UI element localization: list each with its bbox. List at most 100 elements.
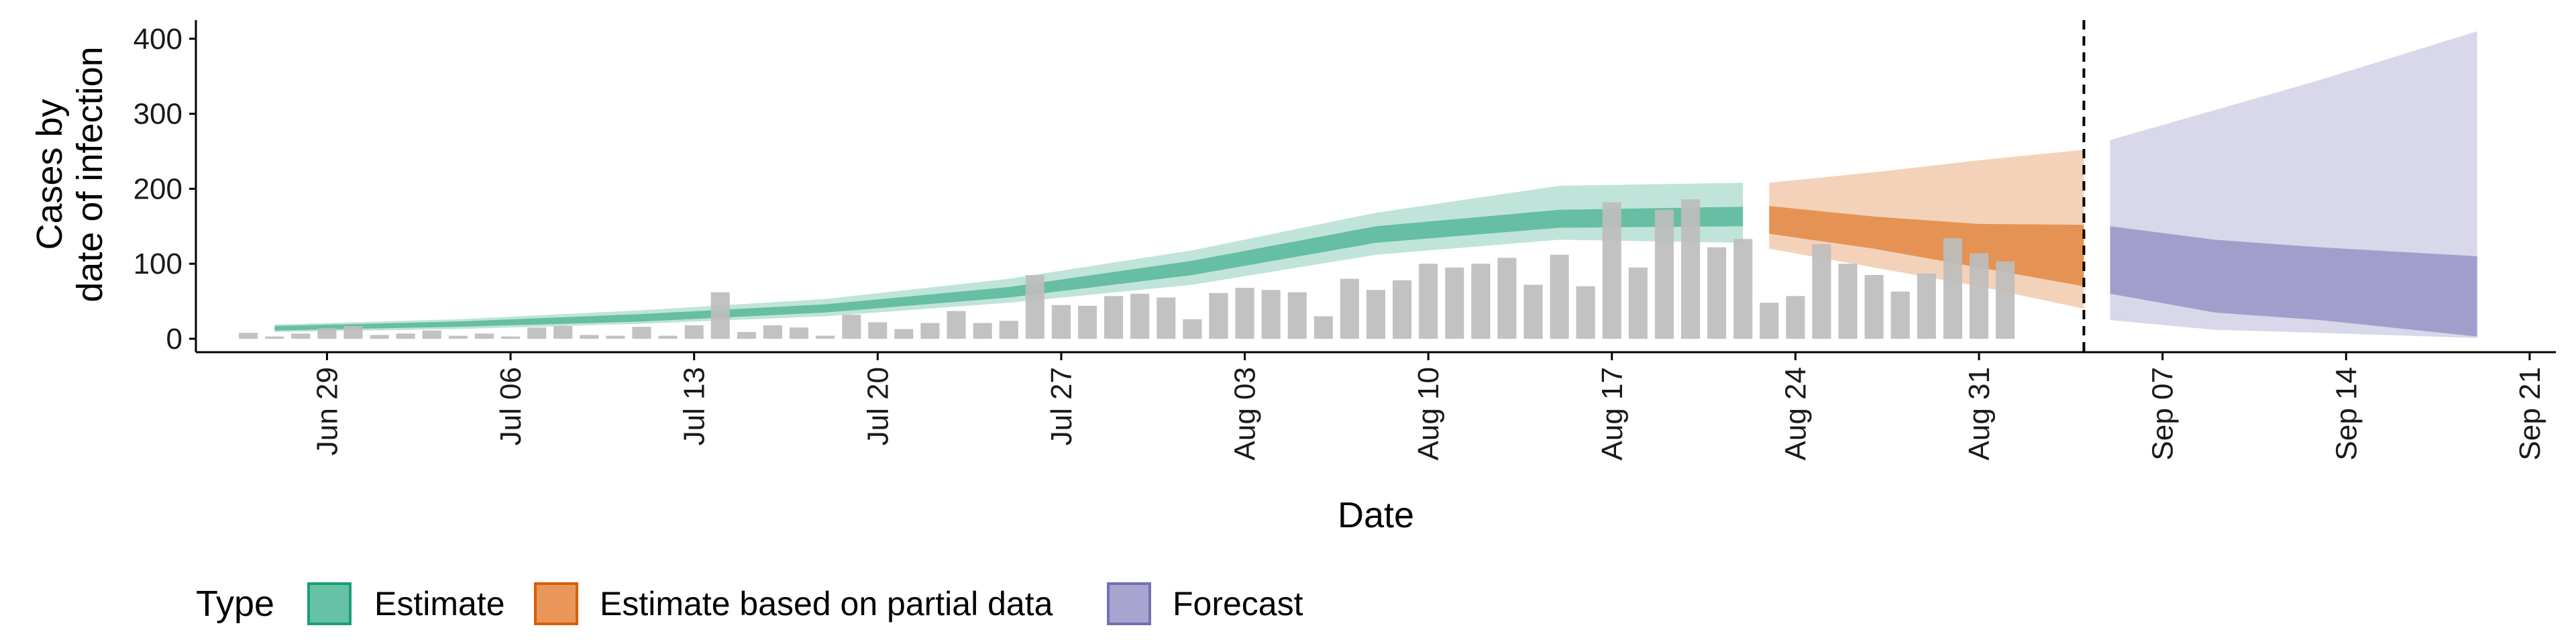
bar [317,328,337,339]
bar [1864,275,1884,339]
bar [1051,305,1071,339]
y-tick-label: 0 [166,323,182,356]
bar [1313,316,1333,339]
bar [1183,319,1202,339]
bar [1287,292,1307,339]
legend: Type Estimate Estimate based on partial … [196,582,1303,625]
bar [1078,305,1097,339]
bar [1497,258,1517,339]
bar [816,335,835,339]
band-50-0 [274,207,1743,331]
bar [973,323,992,339]
y-axis-title: Cases by date of infection [30,46,110,302]
bar [1157,297,1176,339]
bar [474,333,494,339]
bar [1760,303,1779,339]
bar [265,336,284,339]
x-tick-label: Sep 21 [2514,367,2546,460]
y-tick-label: 400 [133,23,182,56]
bar [1812,244,1831,339]
legend-title: Type [196,584,274,624]
x-tick-label: Aug 10 [1412,367,1445,460]
x-tick-label: Aug 03 [1229,367,1262,460]
bar [291,333,311,339]
bar [1419,264,1438,339]
bar [1654,209,1674,339]
bar [396,333,415,339]
y-ticks: 0 100 200 300 400 [133,23,196,356]
legend-swatch-forecast [1107,582,1151,625]
bar [790,327,809,339]
bar [553,326,573,339]
bar [894,329,914,339]
y-axis-title-line-1: Cases by [30,99,70,250]
bar [632,327,651,339]
x-tick-label: Jul 20 [861,367,894,445]
bar [1943,238,1962,339]
x-tick-label: Aug 17 [1596,367,1629,460]
y-tick-label: 100 [133,248,182,280]
x-tick-label: Jul 13 [678,367,711,445]
bar [501,336,521,339]
bar [842,315,861,339]
bar [1917,273,1936,339]
bar [1523,284,1543,339]
bar [1890,291,1910,339]
bar [920,323,940,339]
bar [1235,288,1254,339]
bar [947,311,966,339]
bar [763,325,782,339]
bar [1602,202,1621,339]
x-tick-label: Sep 14 [2330,367,2363,460]
bar [1838,264,1858,339]
bar [1786,296,1805,339]
bar [1628,267,1648,339]
bar [606,335,625,339]
bar [1471,264,1491,339]
y-tick-label: 200 [133,172,182,205]
x-tick-label: Sep 07 [2147,367,2180,460]
bar [1340,278,1359,339]
x-tick-label: Jul 06 [494,367,527,445]
bar [1025,275,1044,339]
bar [737,331,756,339]
bar [239,333,258,339]
x-tick-label: Jul 27 [1045,367,1078,445]
bar [1393,280,1412,339]
bar [422,330,441,339]
bar [1681,199,1701,339]
bar [1996,261,2015,339]
x-tick-label: Aug 31 [1963,367,1996,460]
bar [868,322,888,339]
bar [343,326,363,339]
legend-label-estimate: Estimate [374,585,505,623]
bar [1970,253,1989,339]
bar [1130,293,1150,339]
bar [1733,239,1753,339]
bar [527,327,547,339]
bar [1366,290,1385,339]
y-axis-title-line-2: date of infection [70,46,110,302]
x-tick-label: Jun 29 [311,367,343,455]
band-90-0 [274,182,1743,332]
x-axis-title: Date [1338,495,1414,535]
bar [1261,290,1281,339]
legend-swatch-partial [534,582,578,625]
band-50-2 [2110,226,2477,337]
legend-label-forecast: Forecast [1173,585,1303,623]
bar [580,335,599,339]
bar [1576,286,1595,339]
bar [1550,254,1569,339]
bars [239,199,2015,339]
bar [684,325,704,339]
bar [658,335,678,339]
legend-swatch-estimate [307,582,352,625]
bar [1707,247,1727,339]
bar [1209,292,1228,339]
x-ticks: Jun 29 Jul 06 Jul 13 Jul 20 Jul 27 Aug 03 Aug … [311,352,2546,460]
bar [370,335,389,339]
bar [1104,296,1124,339]
y-tick-label: 300 [133,98,182,131]
bar [710,292,730,339]
